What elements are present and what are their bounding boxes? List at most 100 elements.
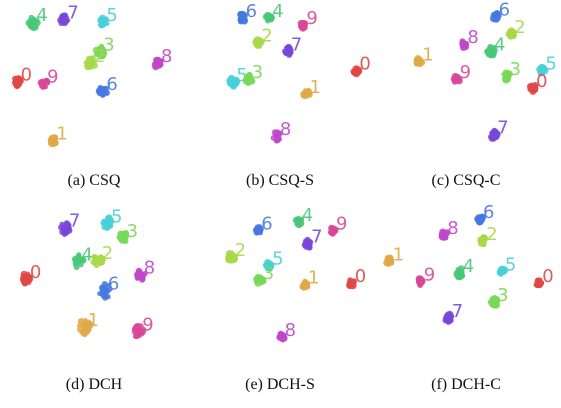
point-5 — [266, 260, 274, 268]
point-0 — [21, 274, 27, 281]
point-0 — [349, 282, 357, 290]
scatter-plot-e: 4 6 97 2 53 1 0 8 — [225, 205, 366, 343]
point-9 — [40, 85, 46, 90]
cluster-label-6: 6 — [106, 74, 117, 95]
cluster-5 — [536, 64, 549, 77]
point-0 — [346, 282, 352, 288]
cluster-1 — [383, 254, 395, 267]
cluster-label-0: 0 — [30, 262, 41, 283]
point-1 — [303, 90, 311, 97]
point-5 — [106, 216, 114, 223]
scatter-plot-a: 4 7 5 32 8 0 9 6 1 — [11, 2, 172, 148]
cluster-6 — [489, 10, 502, 23]
cluster-label-9: 9 — [424, 265, 435, 286]
cluster-label-1: 1 — [88, 310, 99, 331]
cluster-label-1: 1 — [56, 124, 67, 145]
point-3 — [246, 72, 253, 79]
point-6 — [237, 14, 245, 23]
point-0 — [27, 274, 33, 280]
point-7 — [285, 50, 291, 56]
cluster-label-2: 2 — [102, 243, 113, 264]
point-5 — [540, 65, 548, 73]
point-4 — [80, 257, 86, 263]
point-0 — [535, 277, 542, 284]
cluster-1 — [76, 318, 94, 338]
point-9 — [456, 78, 461, 83]
point-8 — [136, 273, 142, 280]
point-2 — [87, 57, 95, 65]
cluster-0 — [526, 82, 539, 95]
cluster-9 — [297, 19, 308, 32]
point-0 — [352, 68, 358, 75]
cluster-label-8: 8 — [447, 218, 458, 239]
point-1 — [80, 320, 87, 327]
cluster-label-4: 4 — [494, 34, 505, 55]
cluster-1 — [299, 278, 311, 291]
point-1 — [81, 329, 88, 335]
cluster-3 — [253, 273, 267, 287]
cluster-3 — [116, 229, 130, 245]
cluster-1 — [413, 55, 426, 68]
cluster-label-1: 1 — [393, 244, 404, 265]
point-2 — [509, 32, 516, 39]
cluster-label-5: 5 — [545, 53, 556, 74]
point-9 — [330, 226, 335, 231]
point-4 — [489, 51, 496, 58]
cluster-9 — [415, 275, 426, 289]
cluster-label-9: 9 — [306, 8, 317, 29]
point-5 — [227, 77, 234, 83]
point-6 — [253, 228, 258, 233]
point-8 — [156, 58, 164, 66]
cluster-2 — [252, 36, 265, 49]
point-2 — [86, 64, 92, 70]
cluster-label-4: 4 — [81, 244, 92, 265]
scatter-plot-f: 6 8 2 1 4 5 9 0 3 7 — [383, 202, 554, 325]
cluster-4 — [262, 11, 275, 24]
cluster-2 — [477, 234, 488, 248]
point-4 — [28, 14, 35, 21]
cluster-3 — [242, 71, 256, 86]
point-2 — [481, 240, 487, 246]
point-6 — [99, 88, 105, 94]
cluster-7 — [282, 43, 294, 58]
point-2 — [225, 250, 233, 257]
cluster-7 — [57, 12, 71, 27]
point-9 — [43, 77, 50, 84]
cluster-4 — [71, 252, 87, 271]
point-1 — [303, 285, 308, 290]
cluster-label-8: 8 — [467, 27, 478, 48]
cluster-label-0: 0 — [542, 266, 553, 287]
cluster-label-5: 5 — [111, 206, 122, 227]
point-8 — [275, 130, 282, 137]
cluster-label-4: 4 — [302, 205, 313, 226]
point-3 — [122, 231, 127, 236]
point-5 — [98, 22, 105, 29]
point-4 — [265, 14, 270, 19]
point-8 — [460, 43, 467, 50]
point-2 — [232, 255, 238, 262]
point-9 — [454, 73, 459, 79]
cluster-label-3: 3 — [252, 62, 263, 83]
scatter-plot-b: 6 4 9 2 7 0 5 3 18 — [226, 1, 371, 144]
point-6 — [106, 282, 112, 288]
cluster-label-0: 0 — [359, 53, 370, 74]
cluster-1 — [47, 134, 59, 148]
point-5 — [97, 16, 105, 24]
point-3 — [260, 278, 265, 283]
cluster-label-3: 3 — [127, 221, 138, 242]
point-9 — [134, 323, 142, 330]
cluster-4 — [292, 216, 305, 229]
cluster-4 — [25, 14, 41, 32]
cluster-7 — [488, 127, 501, 142]
point-8 — [135, 267, 143, 274]
point-9 — [330, 230, 336, 237]
cluster-label-3: 3 — [263, 263, 274, 284]
cluster-6 — [95, 85, 110, 98]
point-0 — [530, 85, 536, 91]
point-1 — [389, 257, 395, 263]
cluster-label-1: 1 — [310, 77, 321, 98]
point-4 — [460, 273, 466, 279]
cluster-6 — [97, 281, 113, 301]
cluster-2 — [83, 55, 98, 71]
